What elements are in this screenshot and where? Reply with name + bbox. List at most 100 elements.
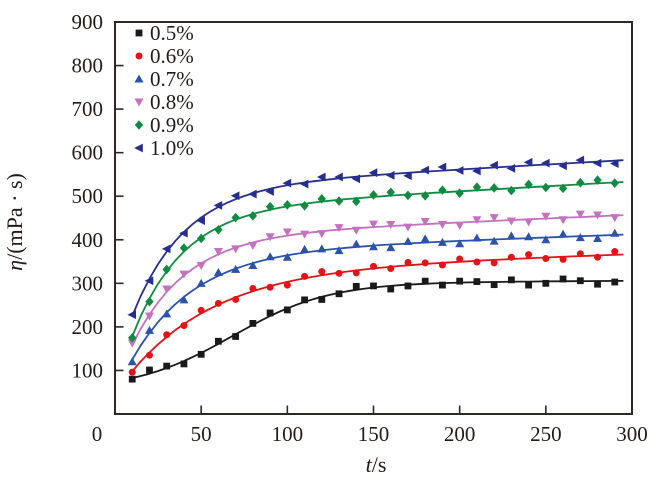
- data-point-triangle-left: [472, 166, 481, 176]
- data-point-circle: [283, 281, 291, 289]
- data-point-circle: [456, 255, 464, 263]
- data-point-diamond: [507, 185, 516, 196]
- y-tick-label: 100: [72, 358, 104, 382]
- data-point-diamond: [593, 175, 602, 185]
- data-point-circle: [145, 351, 153, 359]
- data-point-triangle-up: [282, 252, 292, 261]
- data-point-diamond: [231, 212, 240, 223]
- x-tick-label: 300: [616, 422, 648, 446]
- data-point-triangle-up: [506, 231, 516, 240]
- data-point-circle: [525, 251, 533, 259]
- data-point-triangle-left: [144, 276, 154, 286]
- data-point-diamond: [438, 185, 447, 195]
- data-point-triangle-down: [524, 218, 534, 227]
- fit-curve-0.9%: [131, 181, 624, 337]
- data-point-triangle-up: [162, 309, 172, 318]
- data-point-triangle-up: [610, 228, 620, 237]
- data-point-triangle-left: [420, 165, 429, 175]
- data-point-circle: [370, 262, 377, 270]
- data-point-diamond: [128, 332, 137, 343]
- data-point-triangle-left: [368, 168, 378, 178]
- legend-label: 0.7%: [150, 67, 194, 91]
- series-0.6%: [128, 248, 624, 376]
- data-point-circle: [576, 250, 584, 258]
- legend-label: 0.5%: [150, 21, 194, 45]
- data-point-square: [266, 309, 274, 317]
- data-point-square: [594, 280, 601, 288]
- data-point-square: [404, 282, 412, 290]
- data-point-triangle-left: [403, 171, 412, 181]
- fit-curve-0.6%: [131, 253, 624, 372]
- data-point-circle: [438, 261, 446, 269]
- data-point-triangle-down: [506, 217, 516, 226]
- y-tick-label: 500: [72, 184, 104, 208]
- series-0.8%: [127, 210, 624, 348]
- data-point-square: [576, 277, 584, 285]
- data-point-square: [611, 278, 619, 286]
- data-point-triangle-left: [506, 163, 516, 173]
- data-point-square: [318, 296, 326, 303]
- data-point-triangle-down: [575, 210, 585, 219]
- x-tick-label: 50: [191, 422, 212, 446]
- data-point-diamond: [179, 243, 189, 253]
- data-point-triangle-left: [351, 174, 361, 184]
- fit-curve-0.8%: [131, 214, 624, 346]
- data-point-square: [542, 279, 550, 287]
- data-point-circle: [266, 283, 274, 291]
- data-point-triangle-down: [213, 248, 223, 257]
- y-tick-label: 200: [72, 315, 104, 339]
- data-point-square: [387, 285, 395, 293]
- data-point-triangle-left: [575, 155, 585, 165]
- data-point-triangle-up: [455, 239, 465, 248]
- data-point-triangle-down: [369, 220, 378, 229]
- x-axis-label: t/s: [366, 452, 387, 477]
- data-point-triangle-up: [127, 357, 137, 366]
- series-0.9%: [128, 175, 624, 343]
- data-point-square: [335, 290, 343, 298]
- data-point-diamond: [576, 177, 585, 188]
- x-tick-label: 0: [92, 422, 103, 446]
- data-point-square: [456, 277, 464, 285]
- data-point-triangle-up: [575, 233, 585, 242]
- data-point-circle: [559, 255, 567, 263]
- series-layer: [127, 155, 624, 383]
- legend-label: 0.9%: [150, 113, 194, 137]
- x-tick-label: 150: [358, 422, 390, 446]
- data-point-triangle-down: [162, 285, 172, 294]
- data-point-circle: [249, 285, 257, 293]
- data-point-triangle-up: [213, 267, 223, 276]
- data-point-triangle-up: [134, 74, 144, 83]
- data-point-triangle-down: [134, 98, 144, 107]
- data-point-diamond: [265, 201, 275, 212]
- data-point-diamond: [162, 264, 171, 275]
- data-point-triangle-up: [231, 264, 241, 273]
- data-point-square: [215, 337, 222, 345]
- data-point-circle: [128, 368, 136, 376]
- data-point-triangle-left: [541, 158, 550, 168]
- data-point-square: [559, 275, 567, 283]
- data-point-triangle-down: [317, 230, 327, 239]
- data-point-square: [232, 333, 240, 340]
- data-point-diamond: [334, 196, 344, 206]
- legend-item-1.0%: 1.0%: [134, 136, 194, 160]
- data-point-square: [180, 360, 188, 368]
- legend: 0.5%0.6%0.7%0.8%0.9%1.0%: [134, 21, 194, 160]
- data-point-triangle-left: [317, 172, 326, 182]
- data-point-triangle-down: [196, 261, 206, 270]
- data-point-square: [421, 277, 429, 285]
- data-point-circle: [352, 269, 360, 277]
- data-point-triangle-down: [541, 212, 551, 221]
- data-point-triangle-left: [299, 179, 309, 189]
- data-point-square: [490, 281, 498, 289]
- legend-item-0.5%: 0.5%: [135, 21, 194, 45]
- data-point-triangle-down: [386, 221, 396, 230]
- data-point-square: [352, 282, 360, 290]
- data-point-diamond: [558, 183, 568, 194]
- x-axis-label-symbol: t: [366, 452, 373, 477]
- data-point-triangle-up: [541, 235, 551, 244]
- data-point-triangle-down: [489, 214, 499, 223]
- data-point-triangle-down: [282, 228, 292, 237]
- data-point-diamond: [524, 179, 533, 190]
